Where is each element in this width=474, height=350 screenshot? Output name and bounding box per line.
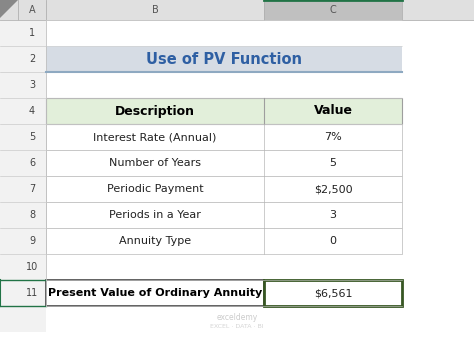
Text: Description: Description [115,105,195,118]
Bar [0,202,46,228]
Text: 9: 9 [29,236,35,246]
Bar [0,20,46,46]
Text: 10: 10 [26,262,38,272]
Text: 3: 3 [29,80,35,90]
Bar [46,98,402,124]
Text: 3: 3 [329,210,337,220]
Text: 8: 8 [29,210,35,220]
Bar [46,202,402,228]
Text: 6: 6 [29,158,35,168]
Polygon shape [0,0,18,18]
Bar [46,20,402,306]
Bar [0,0,474,20]
Bar [264,0,402,20]
Text: Interest Rate (Annual): Interest Rate (Annual) [93,132,217,142]
Bar [0,254,46,280]
Bar [0,72,46,98]
Text: Periods in a Year: Periods in a Year [109,210,201,220]
Text: 7: 7 [29,184,35,194]
Bar [0,98,46,124]
Text: Use of PV Function: Use of PV Function [146,51,302,66]
Text: Value: Value [313,105,353,118]
Bar [0,124,46,150]
Text: 7%: 7% [324,132,342,142]
Text: 5: 5 [29,132,35,142]
Text: 4: 4 [29,106,35,116]
Bar [46,46,402,72]
Bar [0,46,46,72]
Bar [0,280,46,306]
Bar [46,228,402,254]
Text: 2: 2 [29,54,35,64]
Bar [264,280,402,306]
Text: B: B [152,5,158,15]
Text: Present Value of Ordinary Annuity: Present Value of Ordinary Annuity [48,288,262,298]
Text: Periodic Payment: Periodic Payment [107,184,203,194]
Text: 5: 5 [329,158,337,168]
Text: exceldemy: exceldemy [216,314,258,322]
Bar [46,150,402,176]
Bar [46,280,264,306]
Text: $2,500: $2,500 [314,184,352,194]
Bar [46,176,402,202]
Bar [0,150,46,176]
Bar [46,98,402,124]
Text: 11: 11 [26,288,38,298]
Text: 0: 0 [329,236,337,246]
Bar [0,306,46,332]
Bar [46,124,402,150]
Text: A: A [29,5,35,15]
Bar [0,176,46,202]
Text: C: C [329,5,337,15]
Bar [0,228,46,254]
Text: Annuity Type: Annuity Type [119,236,191,246]
Text: Number of Years: Number of Years [109,158,201,168]
Text: 1: 1 [29,28,35,38]
Text: $6,561: $6,561 [314,288,352,298]
Text: EXCEL · DATA · BI: EXCEL · DATA · BI [210,324,264,329]
